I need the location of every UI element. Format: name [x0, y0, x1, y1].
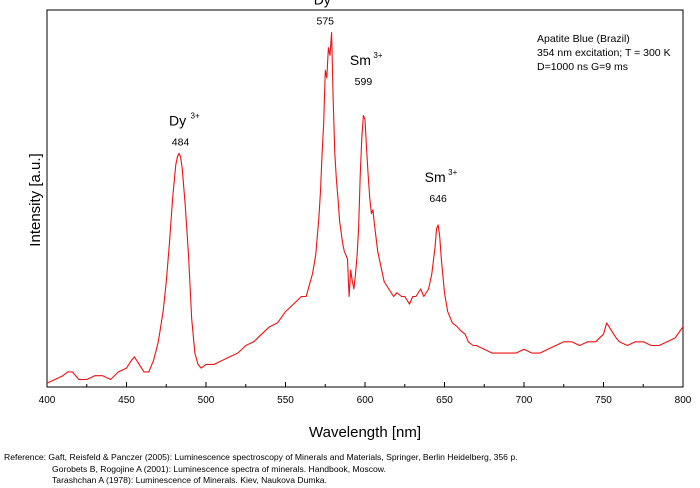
peak-annotation: 484 Dy 3+ [169, 111, 200, 148]
info-box: Apatite Blue (Brazil) 354 nm excitation;… [537, 33, 671, 73]
reference-line: Gorobets B, Rogojine A (2001): Luminesce… [52, 463, 386, 474]
ion-charge-label: 3+ [191, 111, 200, 120]
x-tick-label: 550 [277, 395, 294, 406]
peak-annotation: 575Dy3+ [314, 0, 334, 28]
references-block: Reference: Gaft, Reisfeld & Panczer (200… [4, 452, 694, 487]
info-line-3: D=1000 ns G=9 ms [537, 61, 628, 73]
ion-label: Dy [169, 112, 186, 128]
reference-line: Reference: Gaft, Reisfeld & Panczer (200… [4, 452, 518, 462]
x-tick-label: 400 [39, 395, 56, 406]
x-tick-label: 600 [357, 395, 374, 406]
x-axis-tick-labels: 400 450 500 550 600 650 700 750 800 [39, 395, 692, 406]
spectrum-line [46, 32, 684, 384]
x-tick-label: 750 [595, 395, 612, 406]
info-line-1: Apatite Blue (Brazil) [537, 33, 630, 45]
peak-annotation: 646 Sm 3+ [425, 168, 458, 205]
ion-label: Dy [314, 0, 331, 8]
reference-line: Tarashchan A (1978): Luminescence of Min… [52, 475, 327, 485]
spectrum-chart: 400 450 500 550 600 650 700 750 800 484 Dy 3+ 575 Dy… [27, 0, 692, 441]
x-axis-ticks [46, 382, 684, 387]
ion-label: Sm [425, 169, 446, 185]
x-axis-title: Wavelength [nm] [309, 424, 421, 441]
peak-wavelength-label: 575 [316, 16, 334, 28]
peak-wavelength-label: 599 [355, 76, 373, 88]
peak-wavelength-label: 646 [429, 193, 447, 205]
x-tick-label: 650 [436, 395, 453, 406]
peak-annotation: 599 Sm 3+ [350, 51, 383, 88]
x-tick-label: 500 [198, 395, 215, 406]
ion-charge-label: 3+ [373, 51, 382, 60]
ion-label: Sm [350, 52, 371, 68]
x-tick-label: 700 [516, 395, 533, 406]
peak-wavelength-label: 484 [172, 136, 190, 148]
x-tick-label: 450 [118, 395, 135, 406]
ion-charge-label: 3+ [448, 168, 457, 177]
y-axis-title: Intensity [a.u.] [27, 153, 44, 246]
x-tick-label: 800 [675, 395, 692, 406]
info-line-2: 354 nm excitation; T = 300 K [537, 47, 671, 59]
